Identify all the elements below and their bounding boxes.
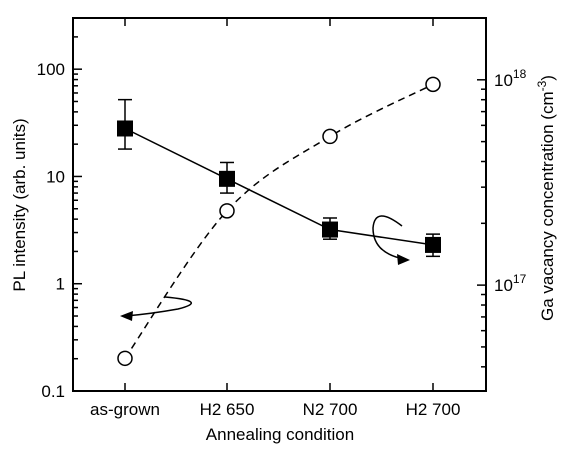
left-tick-label: 0.1 [41, 382, 65, 401]
ga-vacancy-point [219, 203, 235, 219]
ga-vacancy-line [124, 83, 434, 359]
right-tick-label: 1017 [494, 272, 527, 295]
y-axis-label-right: Ga vacancy concentration (cm-3) [535, 75, 557, 321]
data-markers [117, 76, 441, 367]
x-tick-label: as-grown [90, 400, 160, 419]
pl-intensity-point [425, 236, 441, 253]
arrow-to-left-axis [124, 296, 192, 317]
x-tick-label: N2 700 [303, 400, 358, 419]
arrowhead-right [397, 254, 410, 265]
arrowhead-left [120, 311, 133, 321]
ga-vacancy-point [425, 76, 441, 93]
left-tick-label: 1 [56, 275, 65, 294]
x-tick-label: H2 700 [406, 400, 461, 419]
x-tick-label: H2 650 [200, 400, 255, 419]
left-tick-label: 10 [46, 167, 65, 186]
pl-intensity-point [117, 120, 133, 137]
y-axis-label-left: PL intensity (arb. units) [10, 118, 29, 291]
arrow-to-right-axis [372, 215, 405, 260]
pl-intensity-line [124, 127, 434, 246]
ga-vacancy-point [117, 350, 133, 367]
x-axis-label: Annealing condition [206, 425, 354, 444]
left-tick-label: 100 [37, 60, 65, 79]
pl-intensity-point [219, 170, 235, 187]
series-lines [124, 83, 434, 359]
ga-vacancy-point [322, 128, 338, 145]
tick-labels: 0.1 1 10 100 1017 1018 as-grown H2 650 N2 700 H2 … [37, 60, 527, 419]
pl-intensity-point [322, 221, 338, 238]
plot-frame [72, 17, 487, 392]
ticks-layer [73, 17, 486, 392]
right-tick-label: 1018 [494, 67, 527, 90]
error-bars [118, 98, 440, 258]
